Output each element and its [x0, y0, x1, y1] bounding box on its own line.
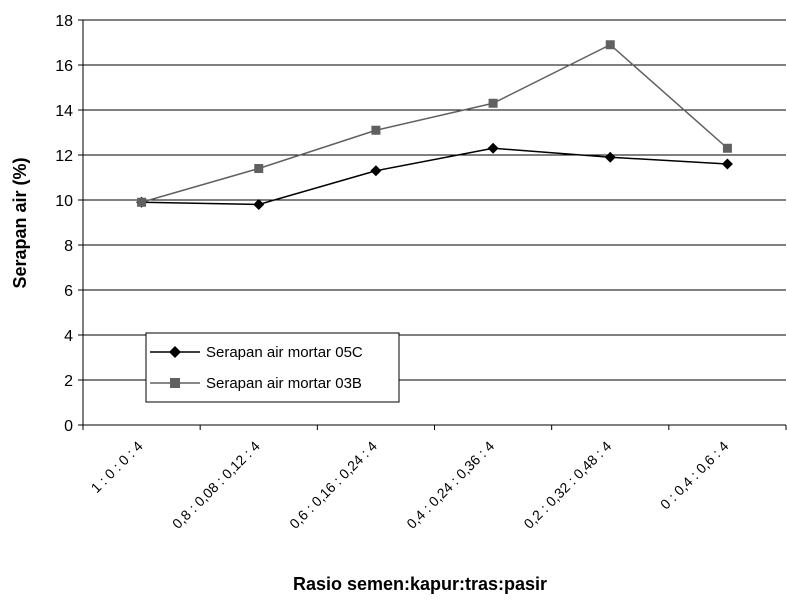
legend-label-series-1: Serapan air mortar 05C	[206, 344, 363, 361]
x-tick-label: 0,2 : 0,32 : 0,48 : 4	[520, 438, 614, 532]
data-point-series-1	[370, 165, 382, 177]
legend: Serapan air mortar 05C Serapan air morta…	[145, 332, 400, 403]
axes	[78, 19, 787, 430]
data-point-series-2	[488, 98, 498, 108]
legend-label-series-2: Serapan air mortar 03B	[206, 375, 362, 392]
x-tick-label: 0,8 : 0,08 : 0,12 : 4	[169, 438, 263, 532]
x-tick-labels: 1 : 0 : 0 : 4 0,8 : 0,08 : 0,12 : 4 0,6 : …	[88, 438, 732, 532]
data-point-series-1	[253, 199, 265, 210]
data-point-series-1	[487, 142, 499, 154]
data-point-series-2	[605, 40, 615, 50]
series-line-2	[141, 43, 728, 203]
y-tick-label: 16	[55, 58, 73, 75]
y-tick-label: 2	[64, 373, 73, 390]
x-axis-title: Rasio semen:kapur:tras:pasir	[293, 574, 547, 594]
data-point-series-2	[137, 197, 147, 207]
data-point-series-1	[721, 158, 733, 170]
data-point-series-1	[604, 151, 616, 163]
series-line-1	[141, 147, 728, 206]
y-tick-labels: 0 2 4 6 8 10 12 14 16 18	[55, 13, 73, 435]
y-tick-label: 18	[55, 13, 73, 30]
grid-lines	[83, 19, 786, 381]
x-tick-label: 0,4 : 0,24 : 0,36 : 4	[403, 438, 497, 532]
data-point-series-2	[371, 125, 381, 135]
x-tick-label: 1 : 0 : 0 : 4	[88, 438, 146, 496]
legend-marker-square-icon	[170, 378, 180, 388]
series-lines	[141, 43, 728, 206]
series-markers	[136, 40, 733, 210]
y-tick-label: 4	[64, 328, 73, 345]
y-tick-label: 8	[64, 238, 73, 255]
x-tick-label: 0,6 : 0,16 : 0,24 : 4	[286, 438, 380, 532]
legend-box	[145, 332, 400, 403]
y-tick-label: 12	[55, 148, 73, 165]
y-tick-label: 14	[55, 103, 73, 120]
data-point-series-2	[722, 143, 732, 153]
legend-marker-diamond-icon	[169, 346, 181, 358]
y-tick-label: 10	[55, 193, 73, 210]
y-tick-label: 6	[64, 283, 73, 300]
data-point-series-2	[254, 164, 264, 173]
x-tick-label: 0 : 0,4 : 0,6 : 4	[657, 438, 732, 513]
y-tick-label: 0	[64, 418, 73, 435]
y-axis-title: Serapan air (%)	[10, 157, 30, 288]
